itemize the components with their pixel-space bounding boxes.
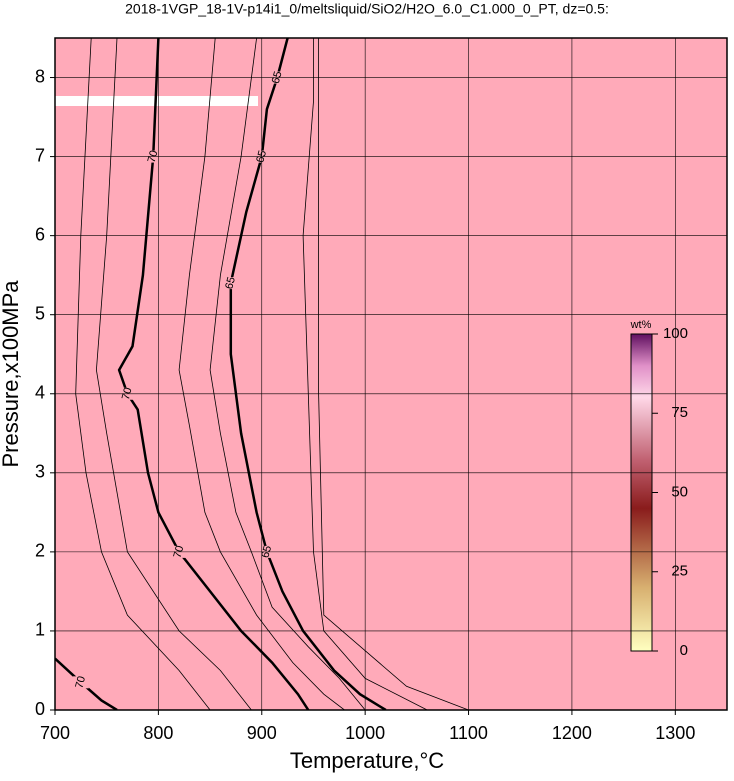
plot-area: 7070707065656565 [55,38,469,710]
x-axis-label: Temperature,°C [290,748,444,773]
colorbar-tick-label: 100 [663,325,688,342]
contour-bold [229,38,387,710]
x-tick-label: 1300 [655,723,695,743]
x-tick-label: 1100 [449,723,488,743]
x-tick-label: 1200 [552,723,592,743]
y-tick-label: 4 [35,383,45,403]
y-tick-label: 1 [35,620,45,640]
y-axis-label: Pressure,x100MPa [0,280,23,468]
contour [95,38,252,710]
x-tick-label: 800 [143,723,173,743]
colorbar [630,333,653,652]
chart-title: 2018-1VGP_18-1V-p14i1_0/meltsliquid/SiO2… [125,1,609,17]
contour [318,38,469,710]
y-tick-label: 6 [35,224,45,244]
contour-label-bg [222,277,239,290]
contour-label: 70 [73,675,88,690]
y-tick-label: 8 [35,66,45,86]
x-tick-label: 700 [40,723,70,743]
y-tick-label: 5 [35,303,45,323]
colorbar-tick-label: 0 [680,642,688,659]
y-tick-label: 3 [35,462,45,482]
colorbar-tick-label: 25 [671,563,688,580]
contour-label: 65 [223,276,238,291]
contour [75,38,211,710]
colorbar-tick-label: 50 [671,483,688,500]
y-tick-label: 0 [35,699,45,719]
colorbar-tick-label: 75 [671,404,688,421]
contour-label-bg [72,676,89,689]
x-tick-label: 1000 [345,723,385,743]
plot-background [55,38,727,710]
y-tick-label: 2 [35,541,45,561]
x-tick-label: 900 [247,723,277,743]
colorbar-label: wt% [630,319,652,331]
y-tick-label: 7 [35,145,45,165]
